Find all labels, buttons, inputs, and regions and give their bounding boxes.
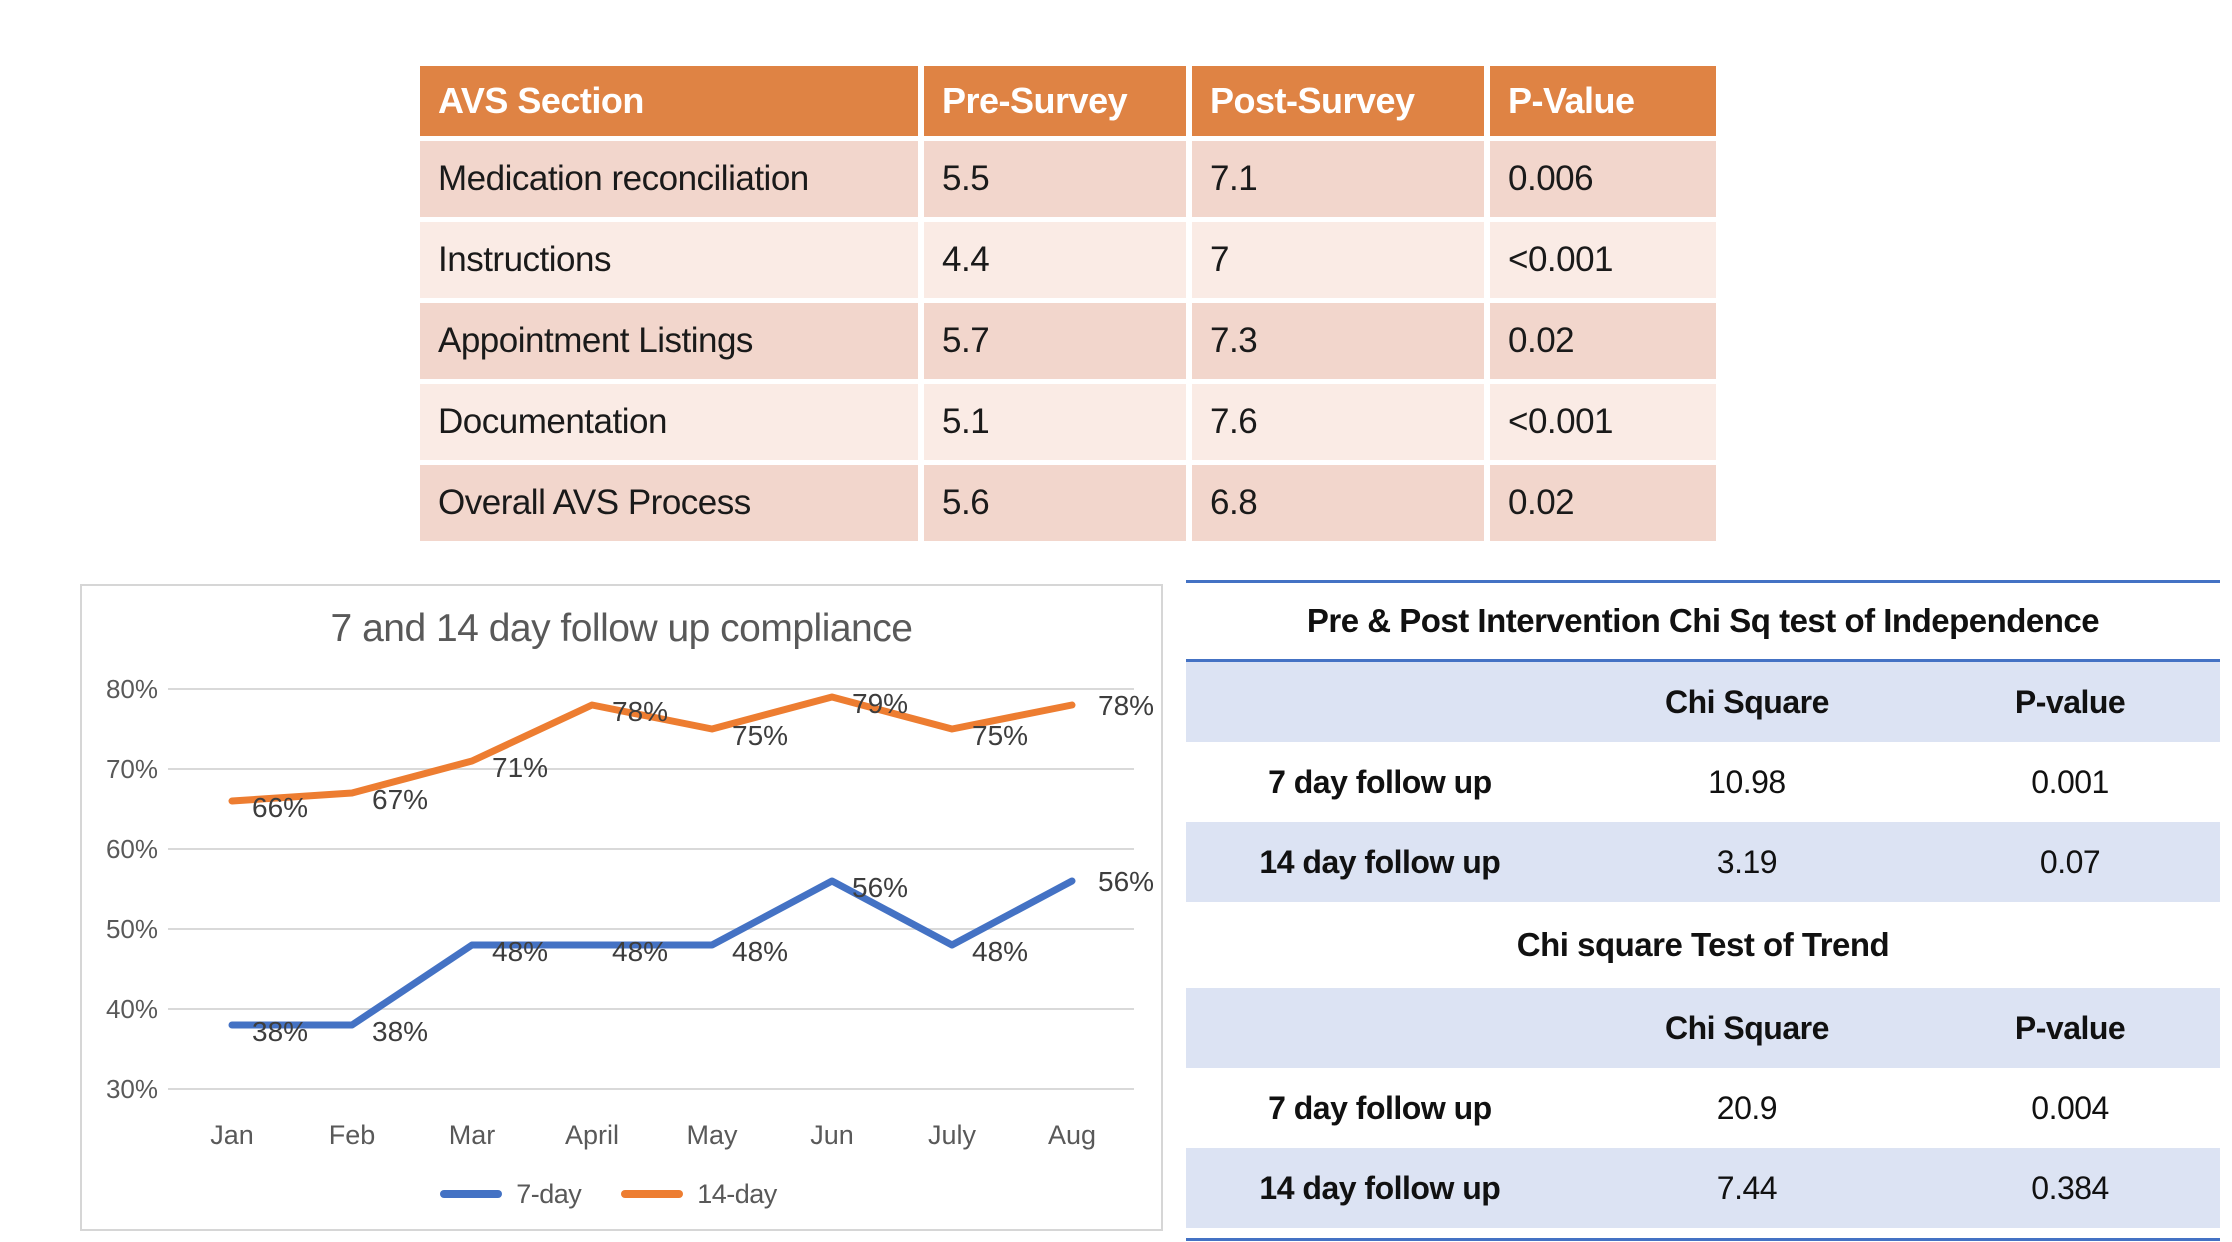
legend-swatch-14-day [621, 1190, 684, 1198]
chi-value-chisquare: 20.9 [1716, 1089, 1778, 1126]
divider-line [1186, 580, 2220, 583]
data-label-14-day: 79% [852, 688, 908, 719]
chi-independence-row-14day: 14 day follow up 3.19 0.07 [1186, 822, 2220, 902]
chi-trend-title: Chi square Test of Trend [1516, 926, 1890, 963]
y-tick-label: 60% [106, 834, 158, 864]
series-line-7-day [228, 877, 1076, 1029]
x-tick-label: May [686, 1120, 738, 1150]
chi-trend-header-row: Chi Square P-value [1186, 988, 2220, 1068]
chi-value-pvalue: 0.001 [2031, 763, 2109, 800]
avs-cell-pre: 5.7 [924, 303, 1186, 379]
chi-row-label: 14 day follow up [1259, 1169, 1501, 1206]
avs-cell-p: <0.001 [1490, 384, 1716, 460]
legend-label-7-day: 7-day [516, 1178, 582, 1209]
avs-cell-pre: 5.1 [924, 384, 1186, 460]
x-tick-label: Mar [449, 1120, 496, 1150]
data-label-7-day: 38% [372, 1016, 428, 1047]
avs-row-label: Medication reconciliation [420, 141, 918, 217]
chi-value-chisquare: 10.98 [1708, 763, 1786, 800]
x-tick-label: Aug [1048, 1120, 1096, 1150]
chi-square-panel: Pre & Post Intervention Chi Sq test of I… [1186, 580, 2220, 1241]
data-label-14-day: 67% [372, 784, 428, 815]
chi-header-pvalue: P-value [2014, 683, 2126, 720]
data-label-14-day: 75% [732, 720, 788, 751]
divider-line [1186, 1238, 2220, 1241]
chi-value-pvalue: 0.07 [2039, 843, 2101, 880]
avs-cell-post: 7.1 [1192, 141, 1484, 217]
x-tick-label: Jun [810, 1120, 854, 1150]
chi-independence-header-row: Chi Square P-value [1186, 662, 2220, 742]
y-tick-label: 80% [106, 674, 158, 704]
y-tick-label: 50% [106, 914, 158, 944]
data-label-14-day: 71% [492, 752, 548, 783]
avs-cell-pre: 4.4 [924, 222, 1186, 298]
series-line-14-day [228, 693, 1076, 805]
avs-survey-table: AVS Section Pre-Survey Post-Survey P-Val… [420, 66, 1716, 541]
chi-independence-row-7day: 7 day follow up 10.98 0.001 [1186, 742, 2220, 822]
legend-label-14-day: 14-day [697, 1178, 777, 1209]
x-tick-label: April [565, 1120, 619, 1150]
data-label-7-day: 56% [1098, 866, 1154, 897]
data-label-7-day: 48% [972, 936, 1028, 967]
chi-trend-row-7day: 7 day follow up 20.9 0.004 [1186, 1068, 2220, 1148]
data-label-7-day: 48% [612, 936, 668, 967]
y-tick-label: 40% [106, 994, 158, 1024]
x-tick-label: Feb [329, 1120, 376, 1150]
avs-row-label: Instructions [420, 222, 918, 298]
chart-legend: 7-day 14-day [82, 1172, 1161, 1216]
avs-cell-p: 0.006 [1490, 141, 1716, 217]
data-label-7-day: 38% [252, 1016, 308, 1047]
avs-col-header-pvalue: P-Value [1490, 66, 1716, 136]
chi-header-chisquare: Chi Square [1664, 1009, 1829, 1046]
y-tick-label: 30% [106, 1074, 158, 1104]
avs-cell-pre: 5.5 [924, 141, 1186, 217]
data-label-7-day: 48% [492, 936, 548, 967]
chi-row-label: 14 day follow up [1259, 843, 1501, 880]
chart-title: 7 and 14 day follow up compliance [330, 607, 913, 650]
avs-cell-post: 7 [1192, 222, 1484, 298]
y-tick-label: 70% [106, 754, 158, 784]
chi-header-pvalue: P-value [2014, 1009, 2126, 1046]
avs-col-header-pre: Pre-Survey [924, 66, 1186, 136]
avs-col-header-section: AVS Section [420, 66, 918, 136]
chi-header-chisquare: Chi Square [1664, 683, 1829, 720]
spacer [1186, 1228, 2220, 1238]
data-label-7-day: 56% [852, 872, 908, 903]
chi-value-chisquare: 3.19 [1716, 843, 1778, 880]
chi-row-label: 7 day follow up [1268, 1089, 1492, 1126]
avs-cell-pre: 5.6 [924, 465, 1186, 541]
avs-row-label: Appointment Listings [420, 303, 918, 379]
data-label-7-day: 48% [732, 936, 788, 967]
x-tick-label: July [928, 1120, 977, 1150]
avs-cell-post: 7.6 [1192, 384, 1484, 460]
chi-value-pvalue: 0.004 [2031, 1089, 2109, 1126]
avs-col-header-post: Post-Survey [1192, 66, 1484, 136]
data-label-14-day: 66% [252, 792, 308, 823]
chi-value-pvalue: 0.384 [2031, 1169, 2109, 1206]
divider-line [1186, 659, 2220, 662]
chi-row-label: 7 day follow up [1268, 763, 1492, 800]
avs-row-label: Documentation [420, 384, 918, 460]
x-tick-label: Jan [210, 1120, 254, 1150]
data-label-14-day: 78% [1098, 690, 1154, 721]
legend-swatch-7-day [440, 1190, 503, 1198]
avs-cell-post: 7.3 [1192, 303, 1484, 379]
data-label-14-day: 75% [972, 720, 1028, 751]
avs-cell-p: 0.02 [1490, 465, 1716, 541]
chi-trend-row-14day: 14 day follow up 7.44 0.384 [1186, 1148, 2220, 1228]
chi-value-chisquare: 7.44 [1716, 1169, 1778, 1206]
avs-cell-p: 0.02 [1490, 303, 1716, 379]
chi-header-blank [1186, 662, 1574, 742]
chi-independence-title: Pre & Post Intervention Chi Sq test of I… [1306, 602, 2100, 639]
chart-plot-area: 80% 70% 60% 50% 40% 30% Jan Feb Mar April May Jun Ju… [106, 674, 1154, 1150]
compliance-line-chart: 7 and 14 day follow up compliance 80% 70%… [80, 584, 1163, 1231]
avs-cell-p: <0.001 [1490, 222, 1716, 298]
avs-row-label: Overall AVS Process [420, 465, 918, 541]
avs-cell-post: 6.8 [1192, 465, 1484, 541]
chi-header-blank [1186, 988, 1574, 1068]
data-label-14-day: 78% [612, 696, 668, 727]
